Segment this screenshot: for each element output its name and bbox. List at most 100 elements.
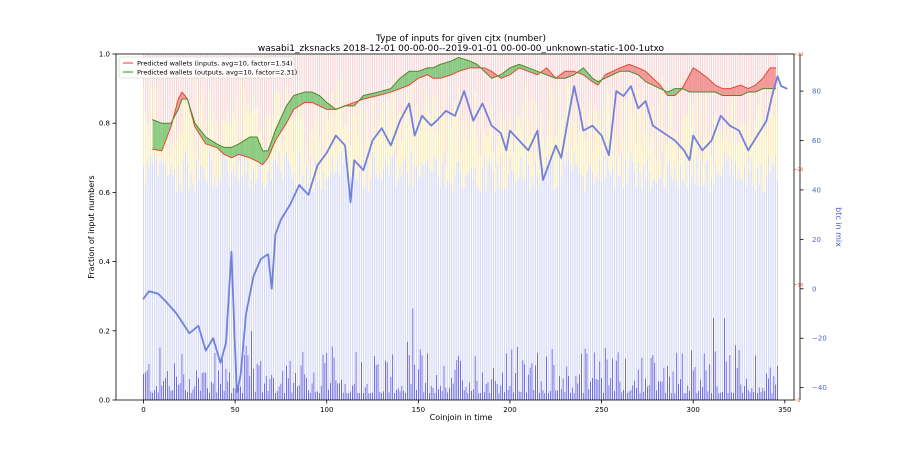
prediction-difference-fill — [243, 141, 244, 157]
bar-segment-yellow — [649, 147, 650, 174]
bar-segment-pink — [317, 54, 318, 117]
bar-segment-yellow — [495, 168, 496, 192]
prediction-difference-fill — [295, 95, 296, 109]
bar-segment-blue — [552, 349, 553, 400]
bar-segment-blue — [308, 390, 309, 400]
bar-segment-light-blue — [499, 189, 500, 393]
bar-segment-yellow — [376, 138, 377, 174]
prediction-difference-fill — [754, 86, 755, 92]
bar-segment-blue — [720, 393, 721, 400]
bar-segment-yellow — [453, 114, 454, 192]
prediction-difference-fill — [708, 78, 709, 92]
bar-segment-yellow — [522, 104, 523, 180]
bar-segment-light-blue — [541, 178, 542, 381]
bar-segment-light-blue — [215, 176, 216, 353]
bar-segment-yellow — [766, 129, 767, 176]
bar-segment-blue — [189, 379, 190, 400]
bar-segment-yellow — [625, 100, 626, 160]
bar-segment-light-blue — [601, 182, 602, 378]
bar-segment-yellow — [172, 144, 173, 175]
bar-segment-yellow — [268, 115, 269, 172]
prediction-difference-fill — [722, 88, 723, 95]
bar-segment-pink — [563, 54, 564, 116]
bar-segment-blue — [751, 388, 752, 400]
bar-segment-yellow — [449, 118, 450, 181]
bar-segment-light-blue — [557, 186, 558, 390]
prediction-difference-fill — [709, 79, 710, 92]
bar-segment-yellow — [455, 101, 456, 175]
bar-segment-pink — [764, 54, 765, 130]
bar-segment-blue — [533, 390, 534, 400]
bar-segment-pink — [704, 54, 705, 135]
prediction-difference-fill — [428, 68, 429, 76]
bar-segment-light-blue — [535, 161, 536, 365]
bar-segment-yellow — [590, 101, 591, 165]
prediction-difference-fill — [434, 67, 435, 78]
bar-segment-pink — [517, 54, 518, 116]
bar-segment-yellow — [434, 133, 435, 157]
bar-segment-blue — [204, 372, 205, 400]
bar-segment-yellow — [524, 149, 525, 178]
bar-segment-light-blue — [565, 166, 566, 392]
bar-segment-light-blue — [631, 153, 632, 390]
bar-segment-blue — [544, 393, 545, 400]
bar-segment-blue — [739, 350, 740, 400]
bar-segment-blue — [612, 359, 613, 400]
x-tick-label: 0 — [141, 406, 145, 414]
bar-segment-yellow — [700, 91, 701, 160]
bar-segment-blue — [354, 384, 355, 400]
bar-segment-light-blue — [334, 173, 335, 358]
prediction-difference-fill — [306, 92, 307, 102]
prediction-difference-fill — [298, 94, 299, 107]
bar-segment-blue — [482, 372, 483, 400]
bar-segment-blue — [169, 386, 170, 400]
bar-segment-light-blue — [218, 178, 219, 371]
bar-segment-light-blue — [178, 165, 179, 385]
bar-segment-light-blue — [150, 156, 151, 391]
prediction-difference-fill — [471, 61, 472, 67]
prediction-difference-fill — [313, 92, 314, 103]
bar-segment-light-blue — [731, 157, 732, 392]
bar-segment-yellow — [532, 100, 533, 175]
bar-segment-light-blue — [654, 179, 655, 363]
bar-segment-light-blue — [643, 165, 644, 391]
bar-segment-yellow — [310, 134, 311, 158]
bar-segment-yellow — [605, 159, 606, 178]
prediction-difference-fill — [264, 151, 265, 164]
bar-segment-light-blue — [185, 151, 186, 390]
bar-segment-blue — [535, 365, 536, 400]
bar-segment-yellow — [319, 138, 320, 179]
bar-segment-yellow — [537, 157, 538, 176]
bar-segment-blue — [764, 391, 765, 400]
bar-segment-light-blue — [275, 159, 276, 393]
bar-segment-light-blue — [713, 185, 714, 318]
prediction-difference-fill — [645, 71, 646, 82]
prediction-difference-fill — [565, 71, 566, 78]
bar-segment-blue — [427, 353, 428, 400]
bar-segment-blue — [548, 393, 549, 400]
bar-segment-blue — [447, 392, 448, 400]
bar-segment-light-blue — [775, 155, 776, 385]
bar-segment-blue — [574, 393, 575, 400]
prediction-difference-fill — [695, 69, 696, 92]
bar-segment-yellow — [651, 137, 652, 189]
bar-segment-light-blue — [207, 182, 208, 388]
bar-segment-light-blue — [216, 187, 217, 392]
bar-segment-pink — [480, 54, 481, 155]
bar-segment-blue — [594, 352, 595, 400]
prediction-difference-fill — [403, 75, 404, 87]
bar-segment-light-blue — [222, 152, 223, 356]
bar-segment-blue — [149, 364, 150, 400]
prediction-difference-fill — [436, 66, 437, 78]
bar-segment-blue — [451, 378, 452, 400]
bar-segment-blue — [504, 392, 505, 400]
bar-segment-light-blue — [194, 192, 195, 386]
bar-segment-light-blue — [642, 189, 643, 358]
bar-segment-light-blue — [176, 192, 177, 377]
prediction-difference-fill — [420, 70, 421, 77]
bar-segment-yellow — [610, 147, 611, 176]
bar-segment-blue — [182, 354, 183, 400]
bar-segment-blue — [691, 350, 692, 400]
bar-segment-yellow — [440, 113, 441, 188]
bar-segment-light-blue — [766, 176, 767, 374]
